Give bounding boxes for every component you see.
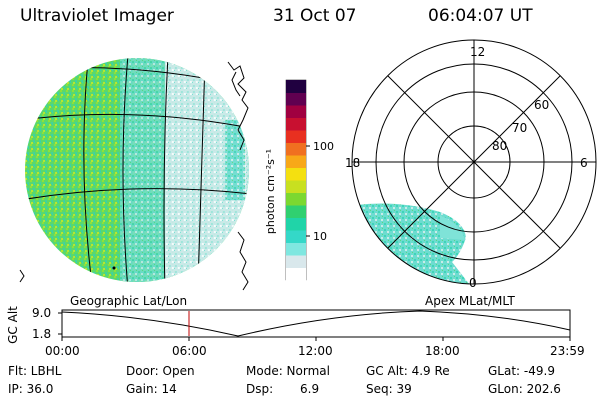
colorbar-tick-100: 100 [313, 140, 334, 153]
earth-image [25, 58, 249, 282]
colorbar-stripe [286, 117, 306, 131]
altitude-ytick-1-8: 1.8 [32, 327, 52, 341]
colorbar-stripe [286, 130, 306, 143]
seq-info: Seq: 39 [366, 382, 412, 396]
date-label: 31 Oct 07 [273, 6, 357, 26]
door-info: Door: Open [126, 364, 195, 378]
marker-dot [112, 266, 116, 270]
colorbar-stripe [286, 255, 306, 268]
mode-info: Mode: Normal [246, 364, 330, 378]
geographic-caption: Geographic Lat/Lon [70, 294, 188, 308]
mlat-label-80: 80 [492, 139, 508, 153]
dsp-label: Dsp: [246, 382, 274, 396]
colorbar-tick-10: 10 [313, 230, 327, 243]
mlt-label-12: 12 [470, 45, 486, 59]
glat-info: GLat: -49.9 [488, 364, 555, 378]
colorbar-stripe [286, 142, 306, 156]
altitude-ylabel: GC Alt [5, 306, 20, 344]
altitude-ytick-9: 9.0 [32, 306, 52, 320]
colorbar-stripe [286, 180, 306, 193]
colorbar-stripe [286, 92, 306, 106]
mlat-label-60: 60 [534, 98, 550, 112]
altitude-plot [58, 309, 571, 341]
mlt-label-6: 6 [580, 156, 588, 170]
instrument-title: Ultraviolet Imager [20, 6, 174, 26]
time-tick-0000: 00:00 [45, 344, 80, 358]
colorbar-stripe [286, 167, 306, 181]
colorbar-stripe [286, 80, 306, 93]
ip-info: IP: 36.0 [8, 382, 54, 396]
time-tick-1200: 12:00 [298, 344, 333, 358]
mlt-label-0: 0 [469, 276, 477, 290]
colorbar-stripe [286, 205, 306, 218]
colorbar [285, 79, 310, 281]
colorbar-stripe [286, 192, 306, 206]
time-label: 06:04:07 UT [428, 6, 533, 26]
polar-plot [351, 39, 597, 285]
time-tick-0600: 06:00 [172, 344, 207, 358]
apex-caption: Apex MLat/MLT [425, 294, 515, 308]
glon-info: GLon: 202.6 [488, 382, 561, 396]
colorbar-stripe [286, 105, 306, 118]
colorbar-stripe [286, 217, 306, 231]
colorbar-unit-label: photon cm⁻²s⁻¹ [264, 148, 278, 235]
mlt-label-18: 18 [345, 156, 361, 170]
colorbar-stripe [286, 242, 306, 256]
coastline-outline [19, 61, 249, 291]
colorbar-stripe [286, 267, 306, 281]
colorbar-stripe [286, 230, 306, 243]
time-tick-1800: 18:00 [425, 344, 460, 358]
colorbar-stripe [286, 155, 306, 168]
dsp-value: 6.9 [300, 382, 320, 396]
gain-info: Gain: 14 [126, 382, 177, 396]
filter-info: Flt: LBHL [8, 364, 62, 378]
time-tick-2359: 23:59 [550, 344, 585, 358]
gc-alt-info: GC Alt: 4.9 Re [366, 364, 450, 378]
mlat-label-70: 70 [512, 121, 528, 135]
